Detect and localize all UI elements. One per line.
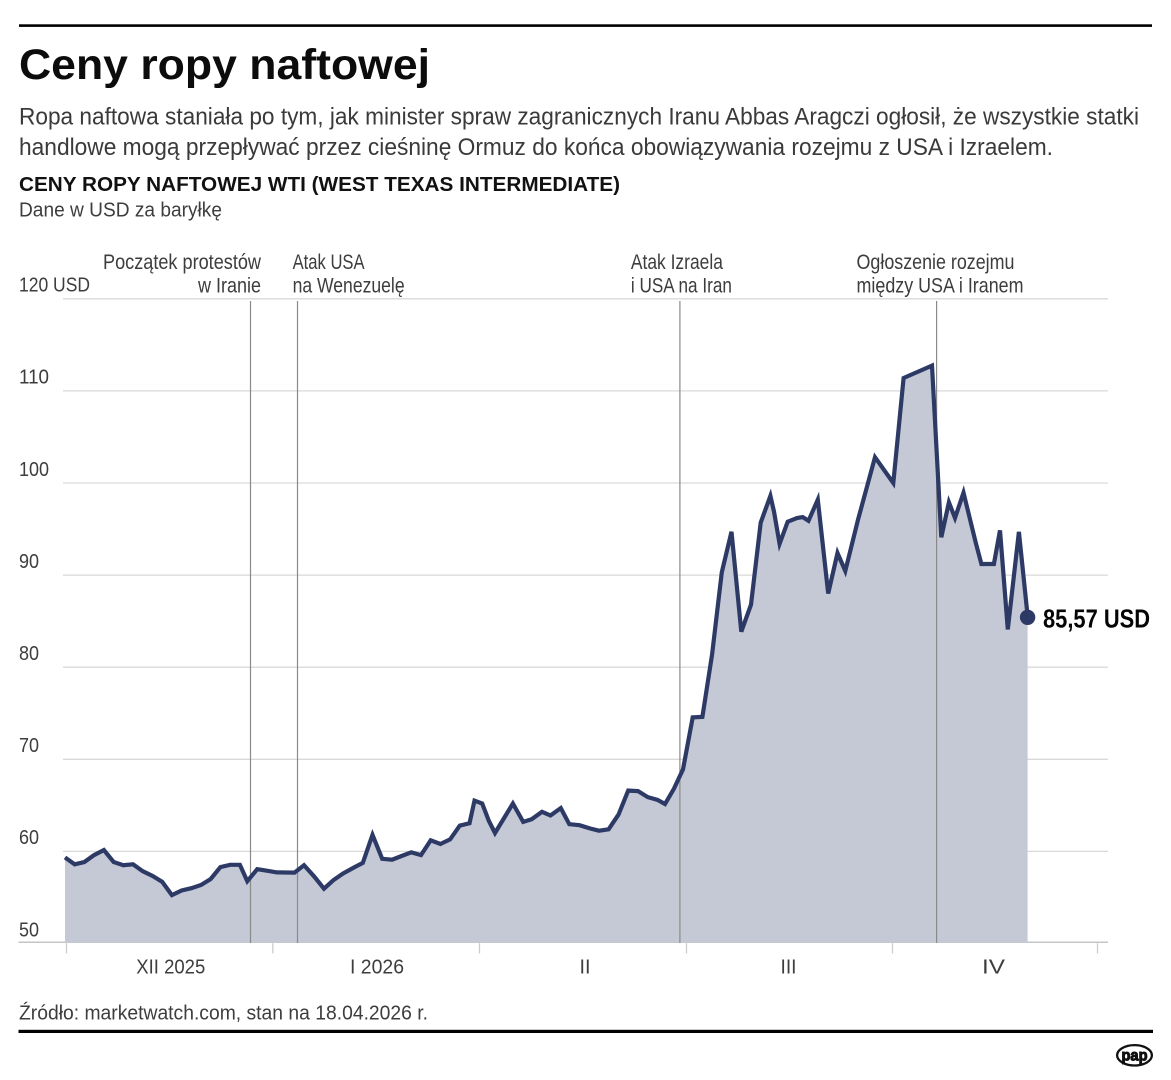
- svg-text:80: 80: [19, 643, 39, 665]
- svg-text:XII 2025: XII 2025: [136, 956, 205, 978]
- svg-text:I 2026: I 2026: [350, 956, 404, 978]
- svg-text:Początek protestów: Początek protestów: [103, 251, 262, 274]
- svg-text:Dane w USD za baryłkę: Dane w USD za baryłkę: [19, 200, 222, 222]
- svg-text:120 USD: 120 USD: [19, 275, 90, 297]
- svg-text:Ogłoszenie rozejmu: Ogłoszenie rozejmu: [857, 251, 1015, 274]
- svg-text:50: 50: [19, 919, 39, 941]
- svg-text:Atak Izraela: Atak Izraela: [631, 251, 723, 274]
- svg-text:i USA na Iran: i USA na Iran: [631, 275, 732, 298]
- svg-text:Źródło: marketwatch.com, stan: Źródło: marketwatch.com, stan na 18.04.2…: [19, 1001, 428, 1024]
- svg-text:110: 110: [19, 367, 49, 389]
- svg-text:między USA i Iranem: między USA i Iranem: [857, 275, 1024, 298]
- svg-text:handlowe mogą przepływać przez: handlowe mogą przepływać przez cieśninę …: [19, 134, 1053, 161]
- svg-text:Ropa naftowa staniała po tym,: Ropa naftowa staniała po tym, jak minist…: [19, 103, 1139, 130]
- svg-text:60: 60: [19, 827, 39, 849]
- svg-text:pap: pap: [1122, 1048, 1148, 1065]
- svg-text:IV: IV: [982, 956, 1006, 978]
- svg-text:w Iranie: w Iranie: [197, 275, 261, 298]
- svg-text:70: 70: [19, 735, 39, 757]
- svg-text:CENY ROPY NAFTOWEJ WTI (WEST T: CENY ROPY NAFTOWEJ WTI (WEST TEXAS INTER…: [19, 173, 620, 196]
- svg-text:III: III: [781, 956, 797, 978]
- svg-text:90: 90: [19, 551, 39, 573]
- svg-text:II: II: [580, 956, 591, 978]
- svg-text:100: 100: [19, 459, 49, 481]
- svg-text:Ceny ropy naftowej: Ceny ropy naftowej: [19, 41, 430, 89]
- svg-text:85,57 USD: 85,57 USD: [1043, 604, 1150, 634]
- svg-text:na Wenezuelę: na Wenezuelę: [293, 275, 405, 298]
- svg-text:Atak USA: Atak USA: [293, 251, 365, 274]
